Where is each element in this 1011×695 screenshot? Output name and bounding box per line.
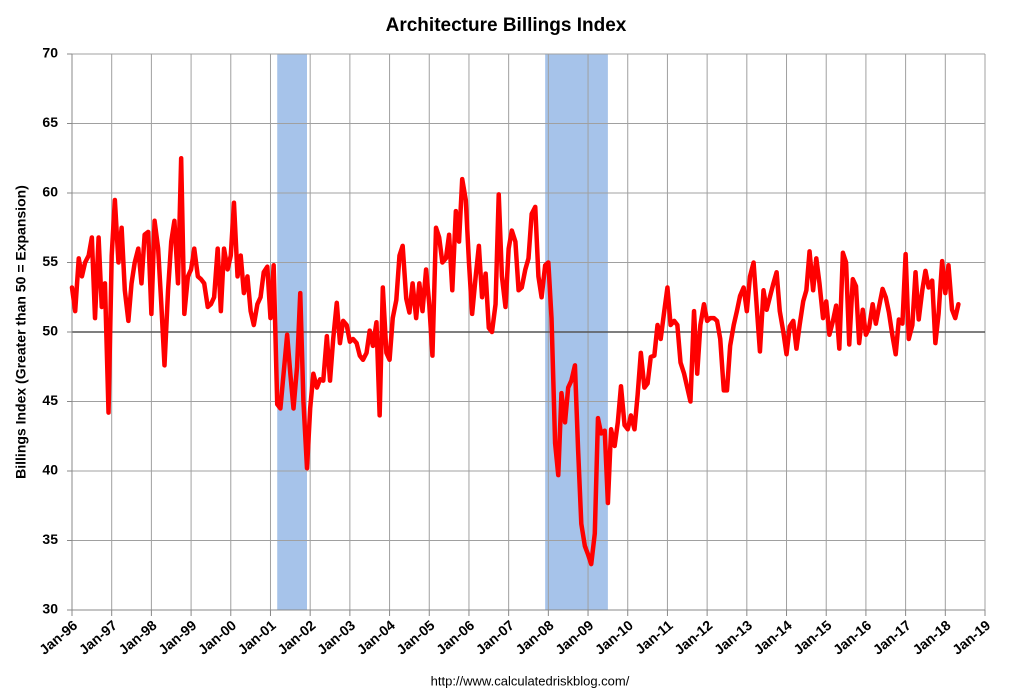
- x-tick-label: Jan-04: [354, 617, 398, 658]
- x-tick-label: Jan-09: [552, 617, 596, 658]
- x-tick-label: Jan-12: [671, 617, 715, 658]
- y-axis-label: Billings Index (Greater than 50 = Expans…: [13, 185, 29, 479]
- y-tick-label: 70: [42, 45, 58, 61]
- x-tick-label: Jan-02: [274, 617, 318, 658]
- chart-title: Architecture Billings Index: [386, 15, 627, 36]
- y-tick-label: 60: [42, 184, 58, 200]
- x-tick-label: Jan-14: [751, 617, 795, 658]
- x-tick-label: Jan-16: [830, 617, 874, 658]
- x-tick-label: Jan-99: [155, 617, 199, 658]
- x-tick-label: Jan-08: [512, 617, 556, 658]
- source: http://www.calculatedriskblog.com/: [431, 673, 630, 688]
- y-tick-label: 30: [42, 601, 58, 617]
- x-tick-label: Jan-01: [235, 617, 279, 658]
- x-tick-label: Jan-07: [473, 617, 517, 658]
- x-tick-label: Jan-98: [115, 617, 159, 658]
- x-tick-label: Jan-17: [870, 617, 914, 658]
- x-tick-label: Jan-03: [314, 617, 358, 658]
- x-tick-label: Jan-06: [433, 617, 477, 658]
- x-tick-label: Jan-15: [790, 617, 834, 658]
- x-tick-label: Jan-10: [592, 617, 636, 658]
- y-tick-label: 55: [42, 253, 58, 269]
- y-tick-label: 45: [42, 392, 58, 408]
- x-tick-label: Jan-97: [76, 617, 120, 658]
- data-line: [69, 156, 961, 567]
- x-tick-label: Jan-00: [195, 617, 239, 658]
- y-tick-label: 35: [42, 531, 58, 547]
- y-tick-label: 65: [42, 114, 58, 130]
- x-tick-label: Jan-18: [909, 617, 953, 658]
- y-tick-label: 40: [42, 462, 58, 478]
- x-tick-label: Jan-11: [632, 617, 676, 657]
- y-tick-label: 50: [42, 323, 58, 339]
- x-tick-label: Jan-05: [393, 617, 437, 658]
- x-tick-label: Jan-13: [711, 617, 755, 658]
- x-tick-label: Jan-19: [949, 617, 993, 658]
- x-tick-label: Jan-96: [36, 617, 80, 658]
